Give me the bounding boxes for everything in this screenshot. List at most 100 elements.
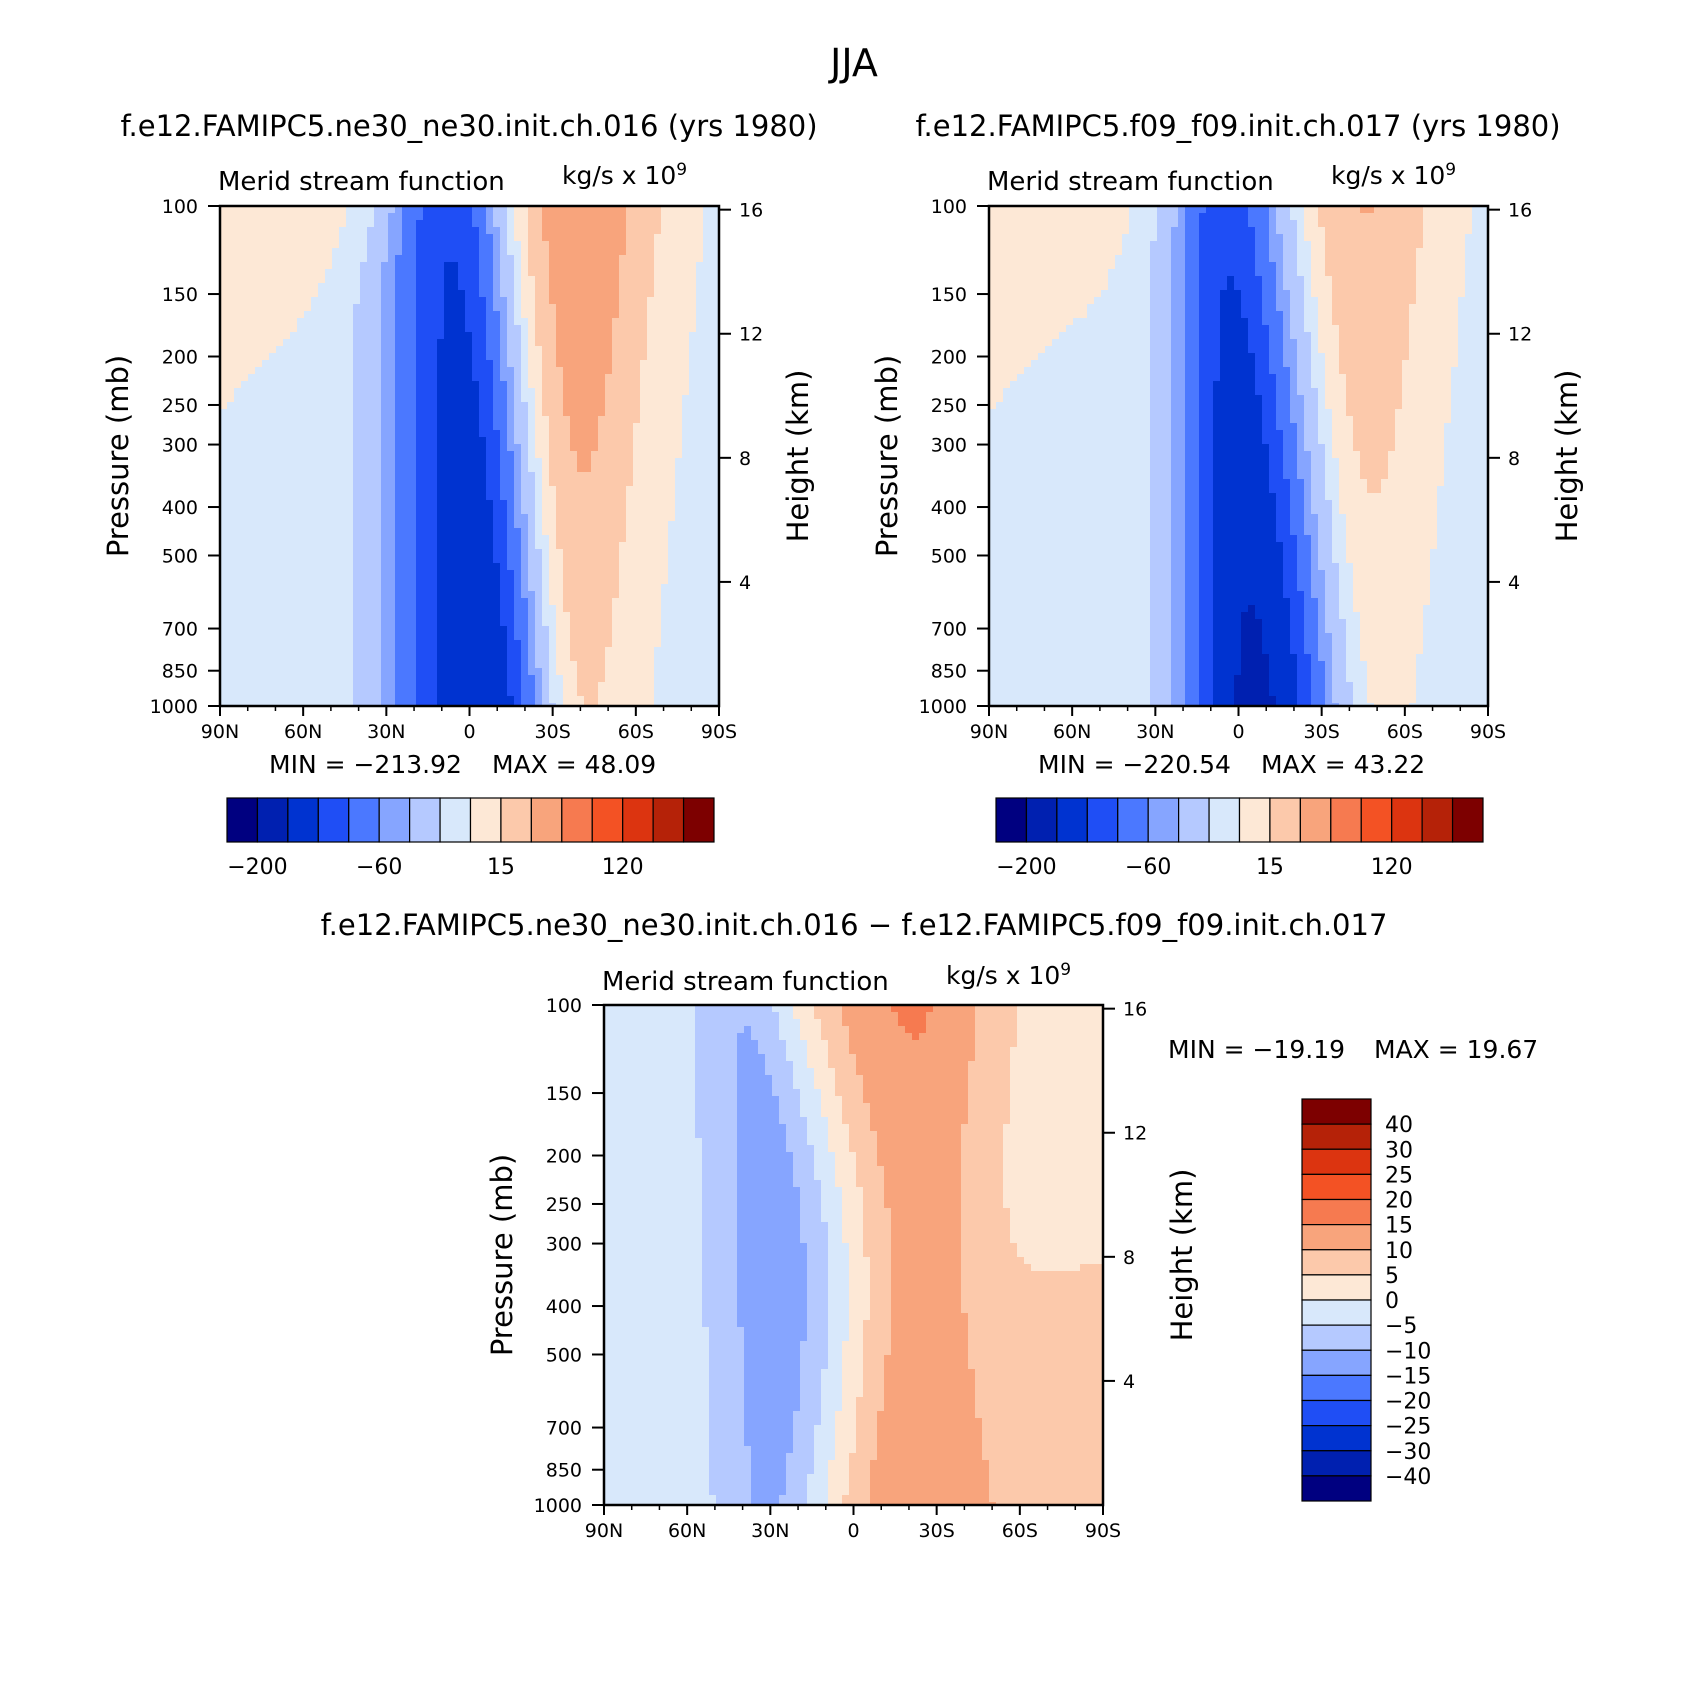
field-cell [542,577,550,585]
field-cell [290,220,298,228]
field-cell [493,269,501,277]
field-cell [374,318,382,326]
field-cell [479,444,487,452]
field-cell [318,675,326,683]
field-cell [626,374,634,382]
field-cell [451,626,459,634]
field-cell [563,682,571,690]
field-cell [563,479,571,487]
field-cell [255,262,263,270]
field-cell [290,472,298,480]
field-cell [339,458,347,466]
field-cell [374,346,382,354]
field-cell [661,528,669,536]
field-cell [255,241,263,249]
field-cell [647,605,655,613]
field-cell [374,227,382,235]
field-cell [528,367,536,375]
field-cell [661,584,669,592]
field-cell [605,542,613,550]
field-cell [528,339,536,347]
field-cell [388,493,396,501]
field-cell [584,402,592,410]
field-cell [654,423,662,431]
field-cell [703,248,711,256]
field-cell [234,570,242,578]
field-cell [563,388,571,396]
field-cell [465,437,473,445]
field-cell [661,500,669,508]
field-cell [514,556,522,564]
field-cell [395,451,403,459]
field-cell [535,255,543,263]
field-cell [423,241,431,249]
field-cell [227,276,235,284]
field-cell [626,325,634,333]
field-cell [605,395,613,403]
field-cell [353,521,361,529]
field-cell [339,269,347,277]
field-cell [626,500,634,508]
field-cell [577,402,585,410]
field-cell [465,500,473,508]
field-cell [591,661,599,669]
field-cell [682,521,690,529]
field-cell [451,255,459,263]
field-cell [311,500,319,508]
field-cell [556,577,564,585]
field-cell [318,640,326,648]
field-cell [332,675,340,683]
field-cell [374,423,382,431]
field-cell [423,577,431,585]
field-cell [654,640,662,648]
field-cell [255,206,263,214]
field-cell [472,654,480,662]
field-cell [605,367,613,375]
field-cell [668,556,676,564]
field-cell [311,633,319,641]
field-cell [367,346,375,354]
field-cell [220,479,228,487]
field-cell [647,549,655,557]
field-cell [598,486,606,494]
field-cell [269,479,277,487]
field-cell [297,353,305,361]
field-cell [528,619,536,627]
field-cell [234,626,242,634]
field-cell [304,605,312,613]
field-cell [339,437,347,445]
field-cell [591,430,599,438]
field-cell [423,311,431,319]
field-cell [248,640,256,648]
field-cell [367,451,375,459]
field-cell [710,661,718,669]
field-cell [360,542,368,550]
field-cell [507,339,515,347]
field-cell [332,381,340,389]
field-cell [227,325,235,333]
field-cell [444,675,452,683]
field-cell [297,472,305,480]
field-cell [276,269,284,277]
field-cell [409,493,417,501]
field-cell [276,248,284,256]
field-cell [283,269,291,277]
field-cell [472,339,480,347]
field-cell [647,535,655,543]
field-cell [444,388,452,396]
field-cell [262,318,270,326]
field-cell [514,577,522,585]
field-cell [563,318,571,326]
field-cell [696,626,704,634]
field-cell [444,346,452,354]
field-cell [668,430,676,438]
field-cell [234,381,242,389]
field-cell [696,339,704,347]
field-cell [437,591,445,599]
field-cell [570,423,578,431]
field-cell [626,388,634,396]
field-cell [381,668,389,676]
field-cell [507,283,515,291]
field-cell [234,346,242,354]
field-cell [605,521,613,529]
